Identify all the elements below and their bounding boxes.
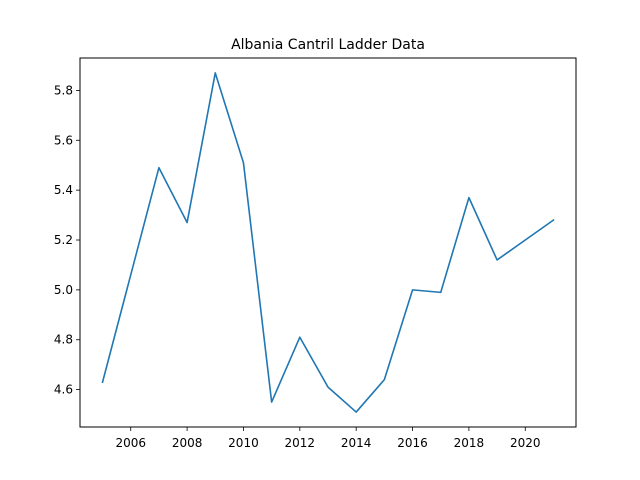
chart-title: Albania Cantril Ladder Data	[231, 37, 425, 53]
y-tick-label: 5.0	[54, 283, 73, 297]
x-tick-label: 2020	[510, 436, 541, 450]
y-tick-label: 5.8	[54, 83, 73, 97]
x-tick-label: 2012	[285, 436, 316, 450]
x-tick-label: 2006	[115, 436, 146, 450]
axes-frame	[79, 57, 577, 428]
y-tick-label: 4.8	[54, 333, 73, 347]
y-tick-label: 5.6	[54, 133, 73, 147]
series-line-0	[101, 72, 555, 413]
x-tick-label: 2014	[341, 436, 372, 450]
y-axis: 4.6 4.8 5.0 5.2 5.4 5.6 5.8	[54, 83, 80, 397]
y-tick-label: 5.4	[54, 183, 73, 197]
y-tick-label: 5.2	[54, 233, 73, 247]
x-tick-label: 2010	[228, 436, 259, 450]
y-tick-label: 4.6	[54, 383, 73, 397]
x-tick-label: 2018	[454, 436, 485, 450]
x-tick-label: 2016	[397, 436, 428, 450]
x-tick-label: 2008	[172, 436, 203, 450]
plot-area	[101, 72, 555, 413]
x-axis: 2006 2008 2010 2012 2014 2016 2018 2020	[115, 427, 541, 450]
